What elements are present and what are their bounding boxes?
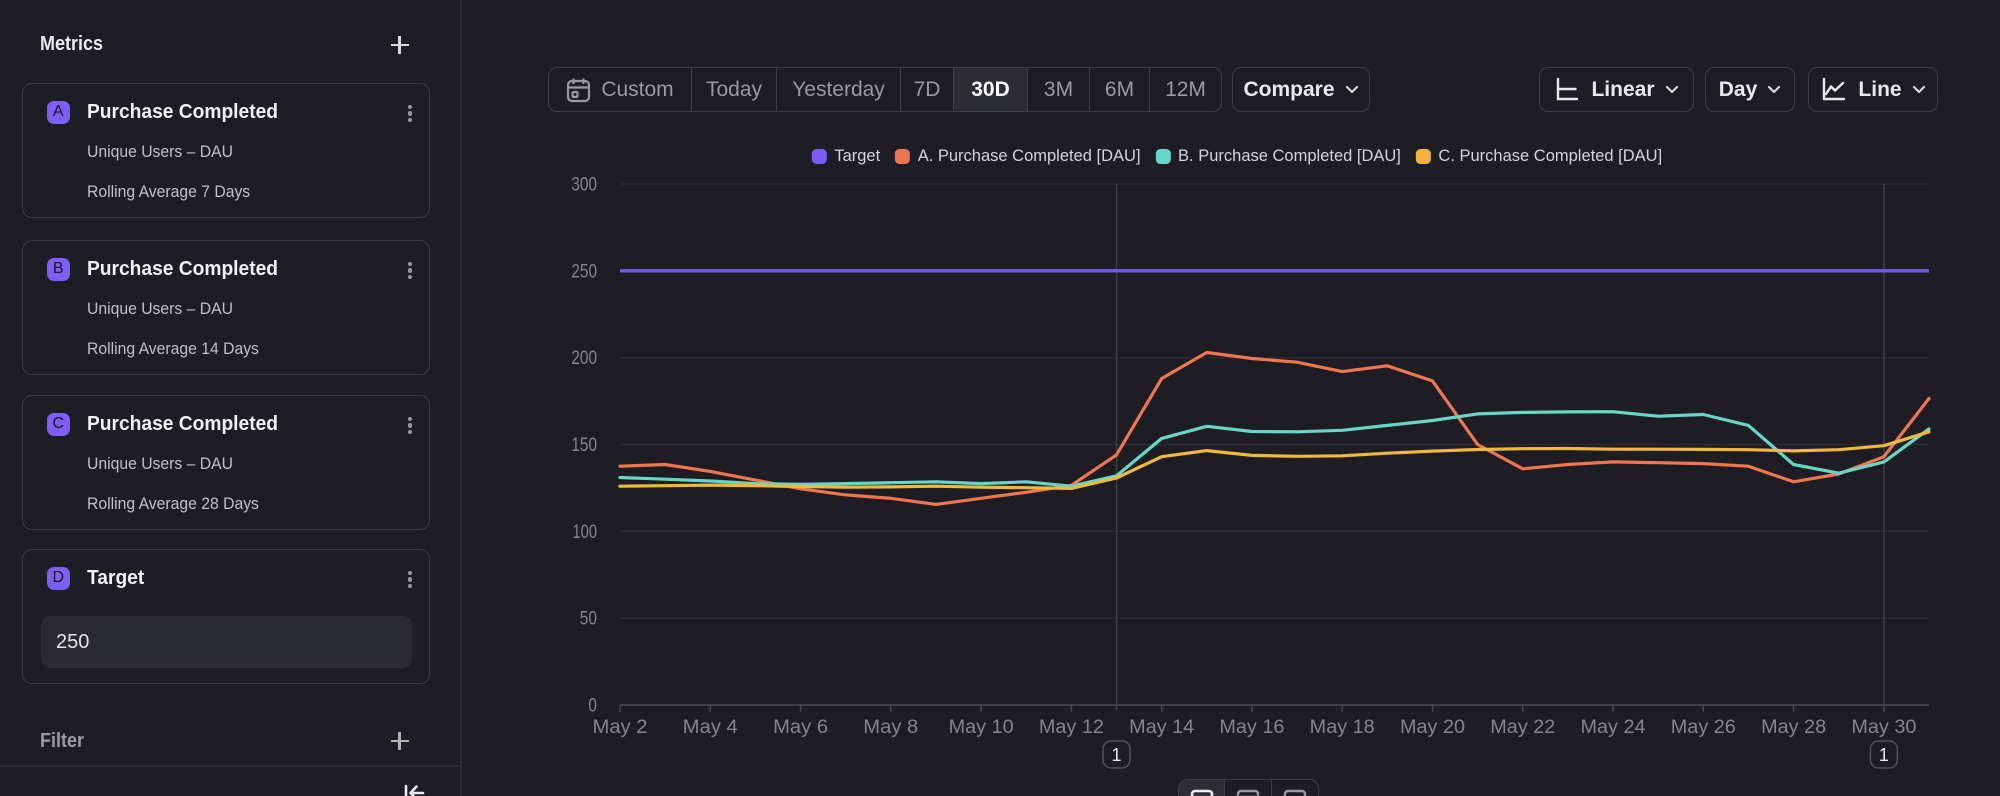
svg-text:May 30: May 30 [1851, 717, 1916, 738]
svg-text:300: 300 [571, 175, 597, 196]
svg-text:250: 250 [571, 261, 597, 282]
svg-text:May 20: May 20 [1400, 717, 1465, 738]
svg-text:1: 1 [1111, 745, 1121, 765]
svg-text:200: 200 [571, 348, 597, 369]
svg-text:May 18: May 18 [1310, 717, 1375, 738]
svg-text:May 16: May 16 [1219, 717, 1284, 738]
svg-text:50: 50 [580, 609, 597, 630]
svg-text:May 28: May 28 [1761, 717, 1826, 738]
svg-text:May 4: May 4 [683, 717, 738, 738]
svg-text:May 24: May 24 [1581, 717, 1646, 738]
svg-text:May 2: May 2 [593, 717, 648, 738]
svg-text:0: 0 [588, 696, 597, 717]
svg-text:May 26: May 26 [1671, 717, 1736, 738]
svg-text:May 10: May 10 [949, 717, 1014, 738]
svg-text:May 8: May 8 [863, 717, 918, 738]
svg-text:100: 100 [573, 522, 598, 543]
svg-text:1: 1 [1879, 745, 1889, 765]
svg-text:May 12: May 12 [1039, 717, 1104, 738]
svg-text:150: 150 [571, 435, 597, 456]
svg-text:May 14: May 14 [1129, 717, 1194, 738]
svg-text:May 6: May 6 [773, 717, 828, 738]
svg-text:May 22: May 22 [1490, 717, 1555, 738]
